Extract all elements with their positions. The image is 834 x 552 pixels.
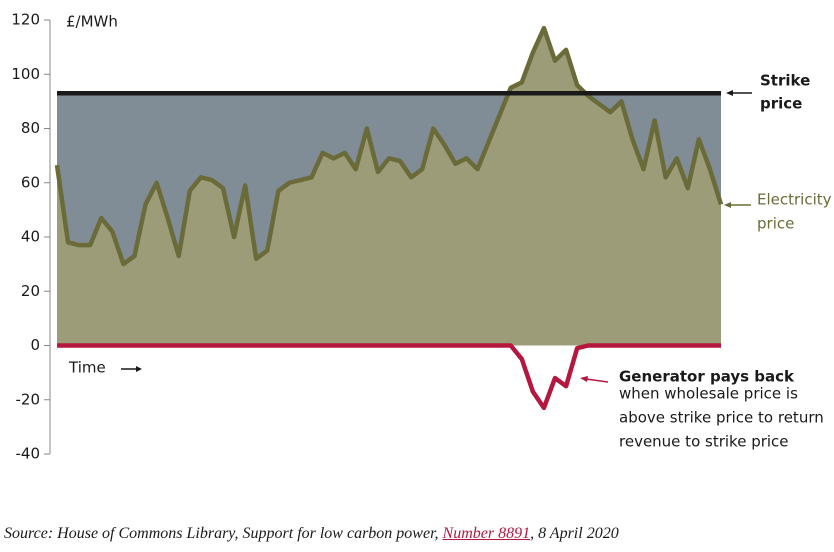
annotation: revenue to strike price xyxy=(619,433,789,451)
y-axis-label: £/MWh xyxy=(66,13,118,31)
line xyxy=(54,25,724,267)
arrow-head xyxy=(724,202,731,208)
arrow-head xyxy=(726,90,733,96)
source-text: Source: House of Commons Library, Suppor… xyxy=(4,525,443,542)
y-tick-label: 40 xyxy=(21,228,40,246)
y-tick-label: 60 xyxy=(21,173,40,191)
annotation: when wholesale price is xyxy=(619,385,798,403)
y-tick-label: 0 xyxy=(30,336,40,354)
arrow-head xyxy=(580,376,588,382)
y-tick-label: 120 xyxy=(11,11,40,29)
chart: £/MWh Time Strike price Electricity pric… xyxy=(11,11,832,463)
annotation: Strike xyxy=(760,72,810,90)
arrow xyxy=(585,378,609,383)
annotation: price xyxy=(760,95,802,113)
marks xyxy=(54,25,724,411)
x-axis-label: Time xyxy=(68,359,106,377)
line xyxy=(57,343,721,411)
y-tick-label: -40 xyxy=(16,445,41,463)
arrow-head xyxy=(136,366,142,372)
source: Source: House of Commons Library, Suppor… xyxy=(4,525,619,543)
annotation: Generator pays back xyxy=(619,368,795,386)
source-link[interactable]: Number 8891 xyxy=(442,525,531,542)
y-tick-label: -20 xyxy=(16,390,41,408)
y-tick-label: 20 xyxy=(21,282,40,300)
y-tick-label: 80 xyxy=(21,119,40,137)
annotation: price xyxy=(757,215,794,233)
annotation: above strike price to return xyxy=(619,409,824,427)
area xyxy=(57,28,721,346)
y-tick-label: 100 xyxy=(11,65,40,83)
annotation: Electricity xyxy=(757,191,832,209)
source-text: , 8 April 2020 xyxy=(530,525,619,542)
